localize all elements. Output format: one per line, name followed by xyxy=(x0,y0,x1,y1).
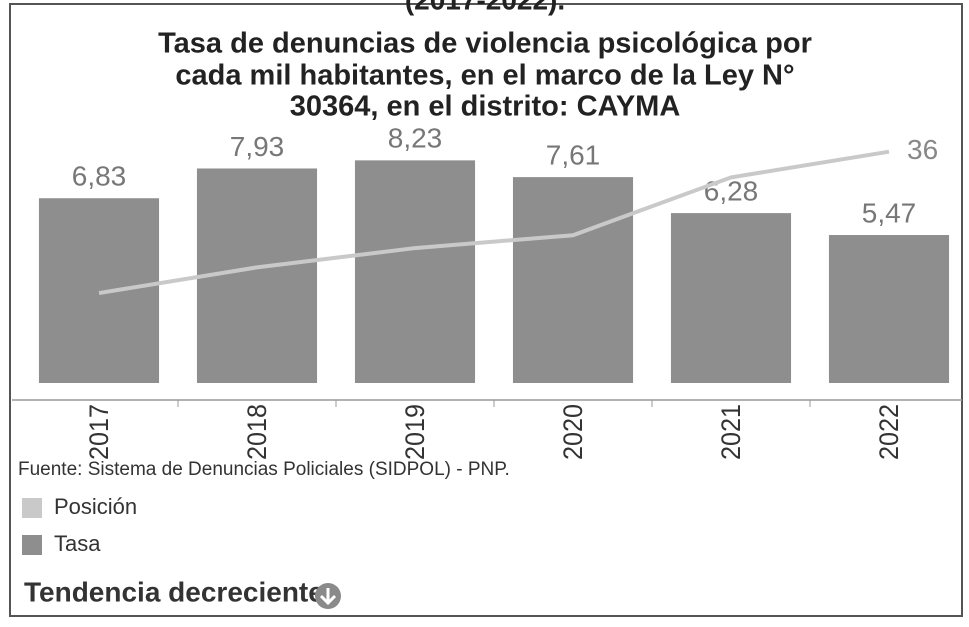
legend-label: Tasa xyxy=(54,531,101,556)
bar xyxy=(512,177,634,383)
data-label: 6,83 xyxy=(72,161,127,192)
data-label: 5,47 xyxy=(862,197,917,228)
chart-title: 30364, en el distrito: CAYMA xyxy=(290,91,681,123)
data-label: 7,61 xyxy=(546,140,601,171)
bar xyxy=(354,160,476,383)
legend-label: Posición xyxy=(54,494,137,519)
x-tick-label: 2017 xyxy=(84,404,114,460)
x-tick-label: 2020 xyxy=(558,404,588,460)
legend-swatch xyxy=(22,535,42,555)
data-label: 8,23 xyxy=(388,123,443,154)
chart-title: cada mil habitantes, en el marco de la L… xyxy=(175,60,794,92)
frame xyxy=(9,3,963,617)
source: Fuente: Sistema de Denuncias Policiales … xyxy=(18,459,510,480)
data-label: 6,28 xyxy=(704,176,759,207)
bar xyxy=(670,213,792,383)
x-tick-label: 2021 xyxy=(716,404,746,460)
conclusion: Tendencia decreciente xyxy=(24,576,324,607)
bar xyxy=(828,235,950,383)
chart-title: Tasa de denuncias de violencia psicológi… xyxy=(158,28,812,60)
legend-swatch xyxy=(22,498,42,518)
x-tick-label: 2022 xyxy=(874,404,904,460)
x-tick-label: 2018 xyxy=(242,404,272,460)
data-label: 7,93 xyxy=(230,131,285,162)
data-label: 36 xyxy=(907,134,938,165)
line xyxy=(98,149,890,296)
subtitle: (2017-2022). xyxy=(405,0,565,15)
x-tick-label: 2019 xyxy=(400,404,430,460)
down-icon xyxy=(315,583,341,609)
bar xyxy=(38,198,160,383)
